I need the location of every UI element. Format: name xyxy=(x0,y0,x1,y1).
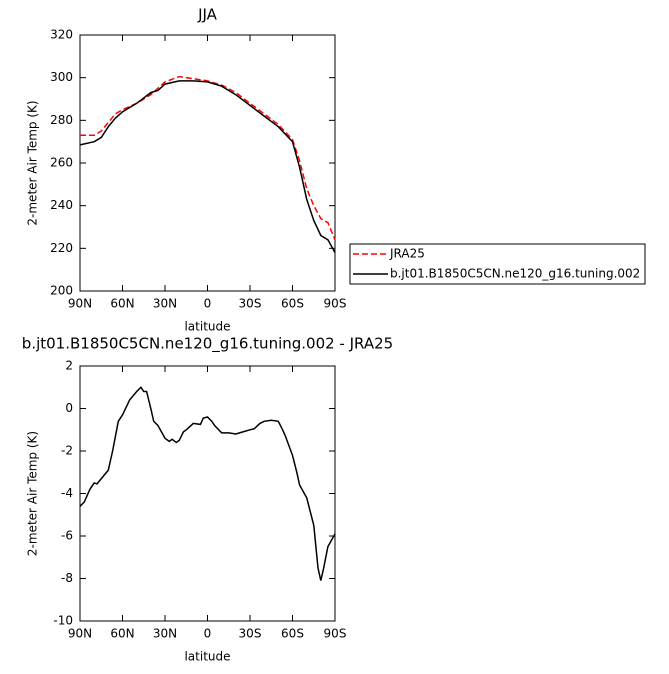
chart-title: b.jt01.B1850C5CN.ne120_g16.tuning.002 - … xyxy=(22,335,393,354)
x-tick-label: 90N xyxy=(68,297,92,311)
legend-box xyxy=(349,243,646,285)
y-tick-label: 300 xyxy=(50,70,73,84)
x-tick-label: 0 xyxy=(204,627,212,641)
x-tick-label: 30S xyxy=(239,297,262,311)
x-tick-label: 90S xyxy=(324,627,347,641)
x-tick-label: 60N xyxy=(110,627,134,641)
legend-label: b.jt01.B1850C5CN.ne120_g16.tuning.002 xyxy=(390,267,640,281)
x-tick-label: 60N xyxy=(110,297,134,311)
x-tick-label: 30S xyxy=(239,627,262,641)
y-axis-label: 2-meter Air Temp (K) xyxy=(26,431,40,556)
y-tick-label: -8 xyxy=(61,571,73,585)
y-tick-label: 200 xyxy=(50,284,73,298)
y-tick-label: -6 xyxy=(61,529,73,543)
x-tick-label: 60S xyxy=(281,627,304,641)
x-axis-label: latitude xyxy=(184,650,230,664)
y-tick-label: 320 xyxy=(50,28,73,42)
plot-frame xyxy=(79,34,336,292)
y-tick-label: 240 xyxy=(50,198,73,212)
x-tick-label: 30N xyxy=(153,627,177,641)
y-tick-label: 0 xyxy=(65,401,73,415)
line xyxy=(79,80,336,253)
line xyxy=(79,386,336,581)
x-tick-label: 30N xyxy=(153,297,177,311)
y-tick-label: -2 xyxy=(61,444,73,458)
x-tick-label: 0 xyxy=(204,297,212,311)
x-axis-label: latitude xyxy=(184,320,230,334)
line xyxy=(80,75,336,241)
y-tick-label: -4 xyxy=(61,486,73,500)
y-tick-label: 2 xyxy=(65,359,73,373)
chart-title: JJA xyxy=(197,6,218,24)
legend-label: JRA25 xyxy=(389,247,425,261)
y-tick-label: 260 xyxy=(50,156,73,170)
x-tick-label: 90S xyxy=(324,297,347,311)
y-tick-label: 280 xyxy=(50,113,73,127)
y-tick-label: -10 xyxy=(53,614,73,628)
y-tick-label: 220 xyxy=(50,241,73,255)
x-tick-label: 90N xyxy=(68,627,92,641)
x-tick-label: 60S xyxy=(281,297,304,311)
y-axis-label: 2-meter Air Temp (K) xyxy=(26,100,40,225)
plot-frame xyxy=(79,365,336,622)
